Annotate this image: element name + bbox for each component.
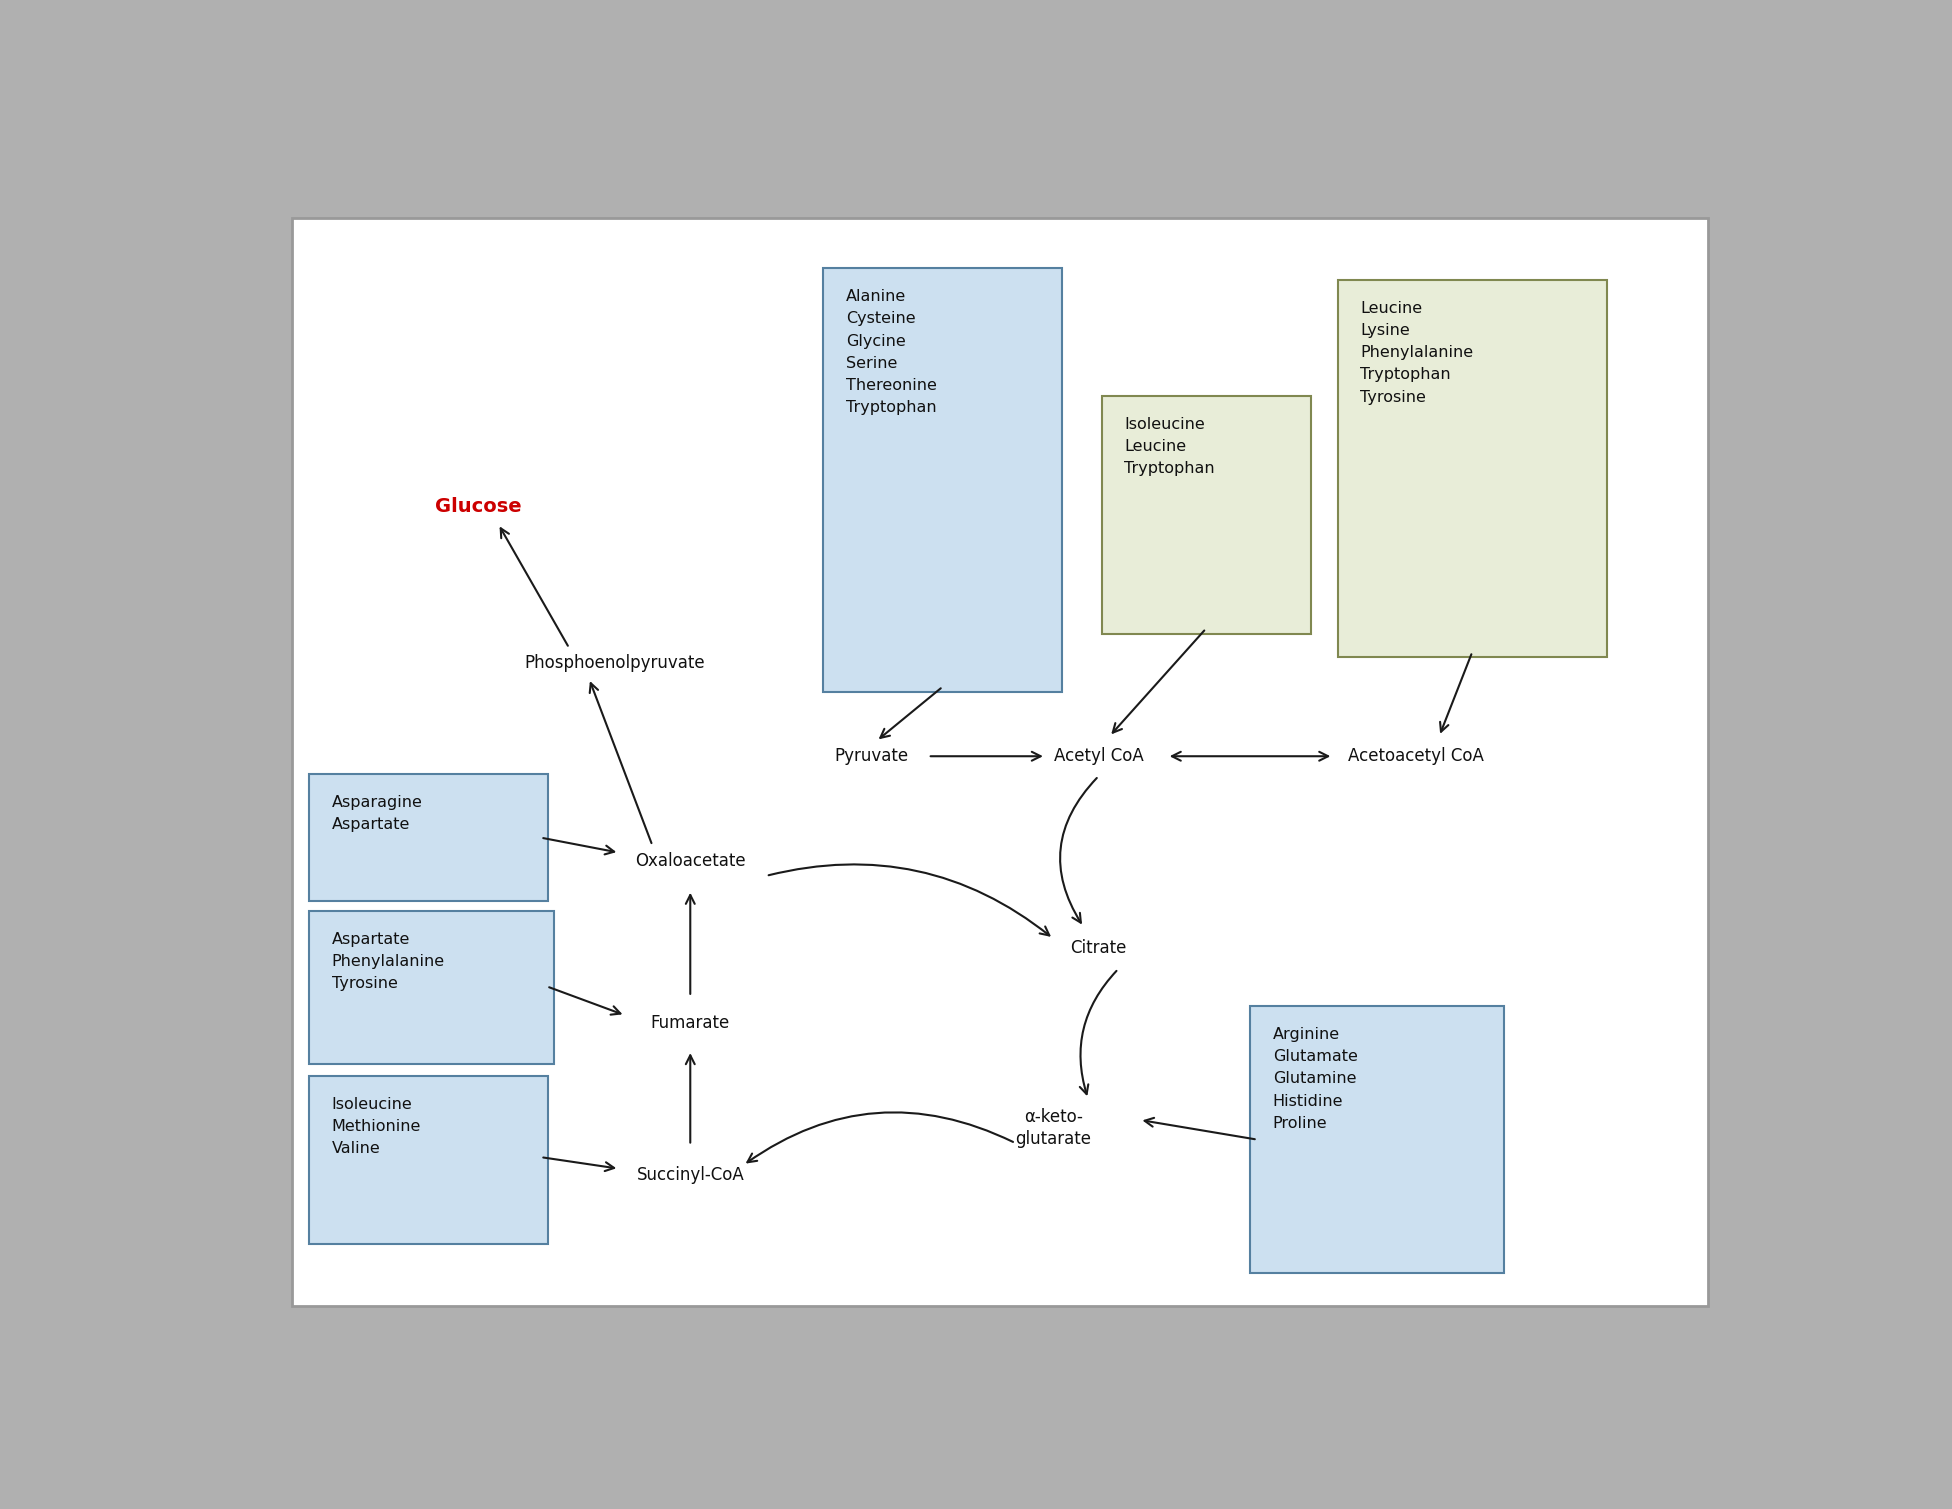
FancyBboxPatch shape (1249, 1007, 1505, 1274)
Text: Acetyl CoA: Acetyl CoA (1054, 747, 1144, 765)
FancyBboxPatch shape (1337, 279, 1606, 658)
FancyBboxPatch shape (1101, 395, 1310, 634)
Text: Asparagine
Aspartate: Asparagine Aspartate (332, 795, 424, 831)
Text: Fumarate: Fumarate (650, 1014, 730, 1032)
FancyBboxPatch shape (824, 269, 1062, 693)
FancyBboxPatch shape (293, 219, 1708, 1305)
Text: Pyruvate: Pyruvate (835, 747, 910, 765)
Text: Phosphoenolpyruvate: Phosphoenolpyruvate (525, 655, 705, 673)
Text: α-keto-
glutarate: α-keto- glutarate (1015, 1108, 1091, 1148)
Text: Succinyl-CoA: Succinyl-CoA (636, 1165, 744, 1183)
FancyBboxPatch shape (308, 774, 549, 901)
Text: Citrate: Citrate (1070, 939, 1126, 957)
Text: Oxaloacetate: Oxaloacetate (634, 851, 746, 869)
Text: Acetoacetyl CoA: Acetoacetyl CoA (1349, 747, 1484, 765)
Text: Glucose: Glucose (435, 496, 521, 516)
Text: Aspartate
Phenylalanine
Tyrosine: Aspartate Phenylalanine Tyrosine (332, 931, 445, 991)
FancyBboxPatch shape (308, 911, 554, 1064)
Text: Arginine
Glutamate
Glutamine
Histidine
Proline: Arginine Glutamate Glutamine Histidine P… (1273, 1028, 1357, 1130)
Text: Isoleucine
Leucine
Tryptophan: Isoleucine Leucine Tryptophan (1124, 416, 1214, 477)
Text: Alanine
Cysteine
Glycine
Serine
Thereonine
Tryptophan: Alanine Cysteine Glycine Serine Thereoni… (845, 290, 937, 415)
Text: Isoleucine
Methionine
Valine: Isoleucine Methionine Valine (332, 1097, 422, 1156)
Text: Leucine
Lysine
Phenylalanine
Tryptophan
Tyrosine: Leucine Lysine Phenylalanine Tryptophan … (1361, 300, 1474, 404)
FancyBboxPatch shape (308, 1076, 549, 1245)
